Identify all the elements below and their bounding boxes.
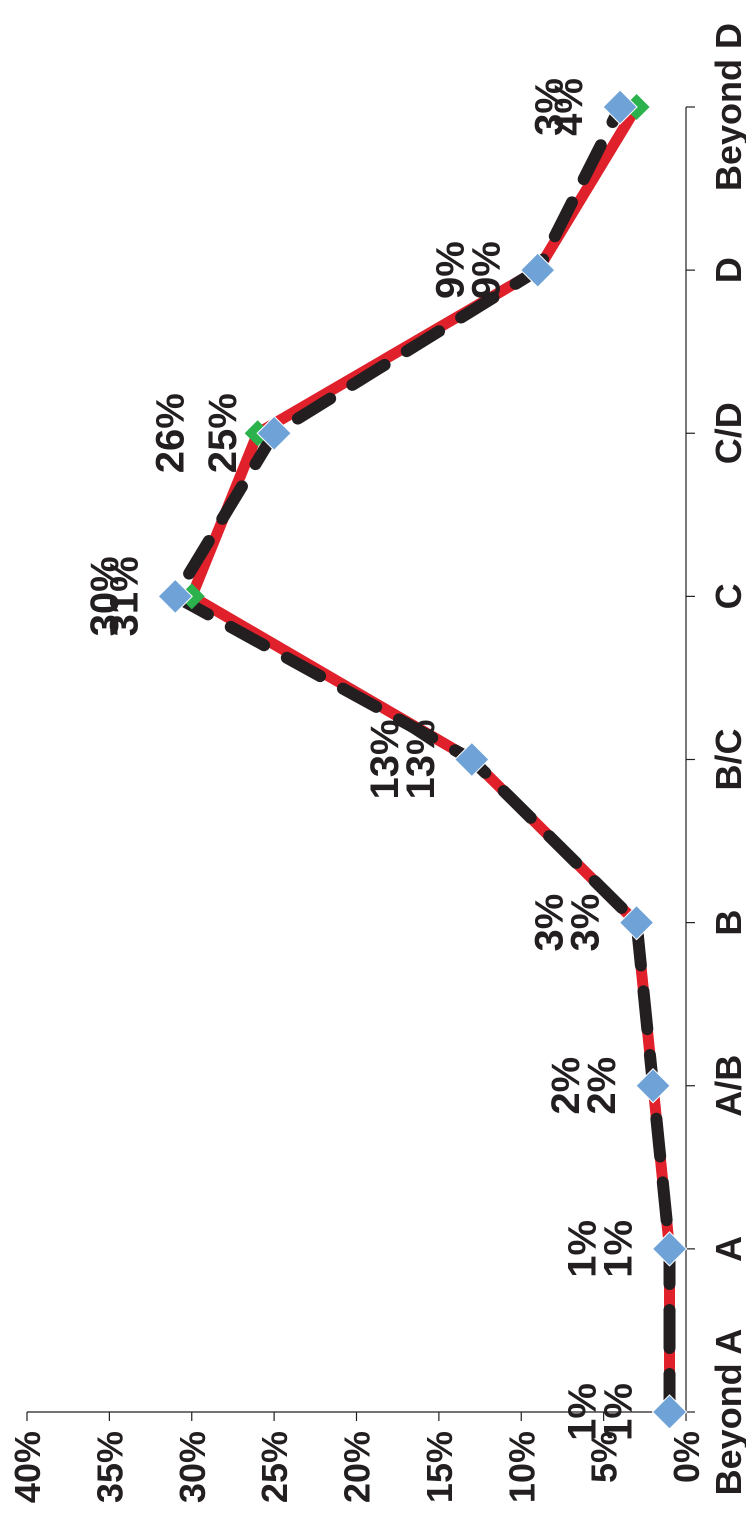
category-tick-label: B/C: [708, 729, 746, 791]
data-label: 4%: [547, 78, 591, 136]
value-tick-label: 30%: [172, 1431, 213, 1503]
data-label: 9%: [465, 241, 509, 299]
data-label: 3%: [564, 894, 608, 952]
data-label: 25%: [201, 393, 245, 473]
category-tick-label: A/B: [708, 1055, 746, 1117]
category-tick-label: C: [708, 583, 746, 609]
data-label: 9%: [429, 241, 473, 299]
series-point: [602, 89, 638, 125]
series-layer: [157, 89, 688, 1430]
data-label: 30%: [83, 556, 127, 636]
data-label: 2%: [544, 1057, 588, 1115]
value-tick-label: 0%: [666, 1431, 707, 1483]
data-label: 26%: [149, 393, 193, 473]
series-point: [651, 1231, 688, 1267]
category-tick-label: D: [708, 257, 746, 283]
axes: 0% 5% 10% 15% 20% 25% 30% 35% 40% Beyond A A A/B B B/…: [7, 23, 746, 1503]
data-label: 2%: [580, 1057, 624, 1115]
category-tick-label: B: [708, 910, 746, 936]
series-point: [651, 1394, 688, 1430]
value-tick-label: 20%: [337, 1431, 378, 1503]
series-point: [256, 415, 292, 451]
data-label: 13%: [399, 719, 443, 799]
category-tick-label: Beyond A: [708, 1329, 746, 1496]
series-point: [520, 252, 556, 288]
data-label: 1%: [561, 1383, 605, 1441]
data-label: 3%: [528, 894, 572, 952]
data-label: 1%: [597, 1220, 641, 1278]
value-tick-label: 40%: [7, 1431, 48, 1503]
value-tick-label: 5%: [584, 1431, 625, 1483]
value-tick-label: 10%: [501, 1431, 542, 1503]
data-label: 1%: [597, 1383, 641, 1441]
data-label: 31%: [102, 556, 146, 636]
data-label: 3%: [528, 78, 572, 136]
category-tick-label: C/D: [708, 402, 746, 464]
value-tick-label: 15%: [419, 1431, 460, 1503]
series-point: [618, 904, 655, 941]
series-point: [454, 741, 490, 778]
series-point: [157, 578, 193, 615]
data-label: 13%: [363, 719, 407, 799]
category-tick-label: Beyond D: [708, 23, 746, 191]
value-tick-label: 35%: [89, 1431, 130, 1503]
category-tick-label: A: [708, 1236, 746, 1262]
data-labels: 1%1%2%3%13%30%26%9%3%1%1%2%3%13%31%25%9%…: [83, 78, 641, 1441]
series-point: [635, 1068, 671, 1104]
data-label: 1%: [561, 1220, 605, 1278]
value-tick-label: 25%: [254, 1431, 295, 1503]
